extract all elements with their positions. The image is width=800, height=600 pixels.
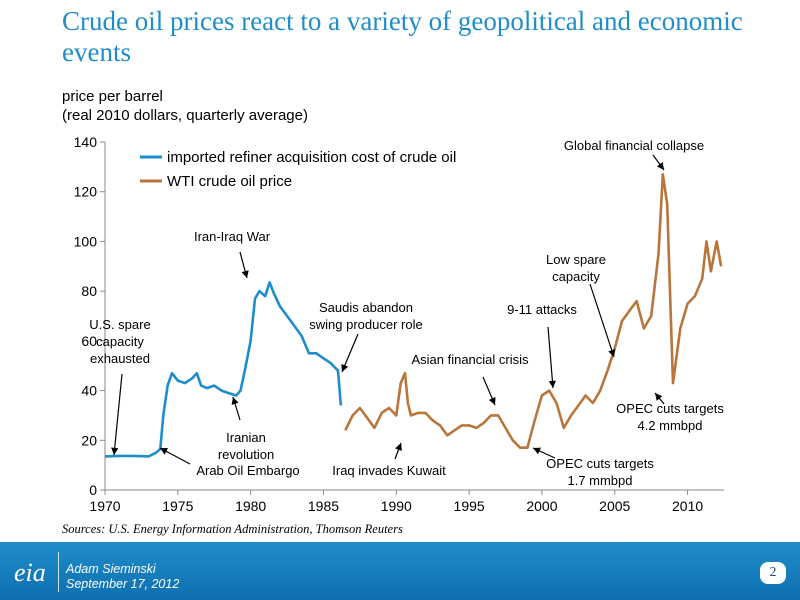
x-tick-label: 1975 xyxy=(162,498,193,514)
slide-title: Crude oil prices react to a variety of g… xyxy=(62,6,743,67)
annotation-text: Global financial collapse xyxy=(564,138,704,153)
annotation-arrowhead xyxy=(231,397,239,405)
annotation-text: OPEC cuts targets xyxy=(546,456,654,471)
annotation-text: 1.7 mmbpd xyxy=(567,473,632,488)
legend-label: imported refiner acquisition cost of cru… xyxy=(167,149,456,166)
annotation-text: Arab Oil Embargo xyxy=(196,463,299,478)
annotation-text: Saudis abandon xyxy=(319,300,413,315)
footer-divider xyxy=(58,552,59,592)
x-tick-label: 1980 xyxy=(235,498,266,514)
annotation-text: Low spare xyxy=(546,252,606,267)
presenter-name: Adam Sieminski xyxy=(66,562,156,576)
annotation-text: 9-11 attacks xyxy=(507,302,577,317)
y-tick-label: 40 xyxy=(81,383,97,399)
y-tick-label: 0 xyxy=(89,482,97,498)
annotation-text: swing producer role xyxy=(309,317,422,332)
annotation: Asian financial crisis xyxy=(411,352,529,406)
annotation: Global financial collapse xyxy=(564,138,704,171)
y-tick-label: 80 xyxy=(81,283,97,299)
presentation-date: September 17, 2012 xyxy=(66,577,180,591)
annotation: Saudis abandon swing producer role xyxy=(309,300,423,373)
chart-subtitle-units: price per barrel xyxy=(62,88,163,105)
chart-series-layer xyxy=(104,173,723,458)
annotation-text: capacity xyxy=(96,334,144,349)
annotation-arrowhead xyxy=(608,349,616,357)
annotation: Arab Oil Embargo xyxy=(159,447,300,478)
x-tick-label: 2010 xyxy=(672,498,703,514)
x-tick-label: 2000 xyxy=(526,498,557,514)
annotation-arrowhead xyxy=(160,448,168,455)
annotation-text: Iran-Iraq War xyxy=(194,229,271,244)
annotation-arrowhead xyxy=(395,443,402,451)
annotation-text: Iranian xyxy=(226,430,266,445)
series-line-wti xyxy=(344,173,723,450)
annotation-arrow-line xyxy=(589,283,615,358)
annotation: Low spare capacity xyxy=(546,252,616,358)
annotation: OPEC cuts targets 1.7 mmbpd xyxy=(532,447,654,488)
annotation-text: OPEC cuts targets xyxy=(616,401,724,416)
footer-bar: eia Adam Sieminski September 17, 2012 2 xyxy=(0,542,800,600)
annotation-arrowhead xyxy=(548,380,556,388)
y-tick-label: 120 xyxy=(74,184,98,200)
series-line-refiner-cost xyxy=(104,281,343,458)
annotation-text: Iraq invades Kuwait xyxy=(332,463,446,478)
annotation-text: revolution xyxy=(218,447,274,462)
chart-legend: imported refiner acquisition cost of cru… xyxy=(140,149,456,190)
annotation-arrowhead xyxy=(111,447,119,455)
x-tick-label: 1970 xyxy=(89,498,120,514)
chart-subtitle-basis: (real 2010 dollars, quarterly average) xyxy=(62,107,308,124)
eia-logo: eia xyxy=(14,558,46,587)
annotation-arrow-line xyxy=(113,373,123,456)
x-tick-label: 1995 xyxy=(454,498,485,514)
annotation-arrowhead xyxy=(656,162,664,170)
chart-axes: 0 20 40 60 80 100 120 140 1970 1975 1980 1985 1990 19… xyxy=(74,134,724,514)
annotation: Iran-Iraq War xyxy=(194,229,271,279)
y-tick-label: 20 xyxy=(81,432,97,448)
y-tick-label: 140 xyxy=(74,134,98,150)
annotation-arrowhead xyxy=(533,447,541,455)
chart-annotations: U.S. spare capacity exhausted Arab Oil Emba… xyxy=(89,138,724,488)
annotation-text: U.S. spare xyxy=(89,317,150,332)
y-tick-label: 60 xyxy=(81,333,97,349)
x-tick-label: 1990 xyxy=(381,498,412,514)
annotation-arrow-line xyxy=(547,326,554,389)
annotation: OPEC cuts targets 4.2 mmbpd xyxy=(616,392,724,433)
annotation-text: Asian financial crisis xyxy=(411,352,529,367)
oil-price-chart: 0 20 40 60 80 100 120 140 1970 1975 1980 1985 1990 19… xyxy=(74,134,725,514)
y-tick-label: 100 xyxy=(74,233,98,249)
annotation-text: exhausted xyxy=(90,351,150,366)
annotation: U.S. spare capacity exhausted xyxy=(89,317,151,456)
annotation: Iraq invades Kuwait xyxy=(332,442,446,478)
x-tick-label: 2005 xyxy=(599,498,630,514)
annotation-arrowhead xyxy=(341,364,349,372)
annotation-arrowhead xyxy=(241,270,249,278)
x-tick-label: 1985 xyxy=(308,498,339,514)
annotation-arrowhead xyxy=(655,393,663,401)
page-number: 2 xyxy=(760,562,786,584)
annotation: 9-11 attacks xyxy=(507,302,577,389)
annotation-text: 4.2 mmbpd xyxy=(637,418,702,433)
annotation: Iranian revolution xyxy=(218,396,274,462)
source-note: Sources: U.S. Energy Information Adminis… xyxy=(62,522,403,536)
legend-label: WTI crude oil price xyxy=(167,173,292,190)
annotation-text: capacity xyxy=(552,269,600,284)
annotation-arrowhead xyxy=(488,397,496,405)
